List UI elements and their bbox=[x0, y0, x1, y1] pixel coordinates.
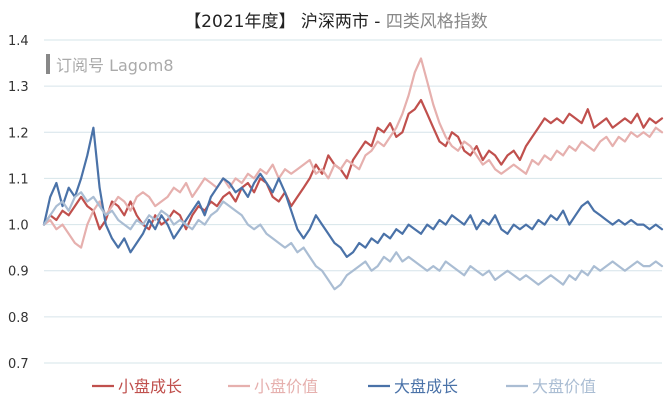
watermark-bar-icon bbox=[46, 54, 50, 74]
series-line-2 bbox=[42, 126, 664, 258]
series-lines bbox=[42, 57, 664, 291]
legend-label-0: 小盘成长 bbox=[118, 377, 182, 396]
legend-label-1: 小盘价值 bbox=[254, 377, 318, 396]
y-tick-label: 1.4 bbox=[8, 34, 29, 49]
y-tick-label: 1.1 bbox=[8, 172, 29, 187]
watermark-text: 订阅号 Lagom8 bbox=[56, 56, 174, 75]
legend-label-3: 大盘价值 bbox=[532, 377, 596, 396]
legend-label-2: 大盘成长 bbox=[394, 377, 458, 396]
y-gridlines bbox=[44, 39, 662, 364]
chart-legend: 小盘成长 小盘价值 大盘成长 大盘价值 bbox=[92, 377, 596, 396]
y-tick-label: 0.9 bbox=[8, 265, 29, 280]
chart-title-main: 【2021年度】 沪深两市 bbox=[184, 12, 369, 32]
chart-title: 【2021年度】 沪深两市 - 四类风格指数 bbox=[184, 12, 488, 32]
y-tick-label: 1.0 bbox=[8, 219, 29, 234]
y-tick-label: 0.7 bbox=[8, 357, 29, 372]
y-tick-label: 0.8 bbox=[8, 311, 29, 326]
series-line-0 bbox=[42, 98, 664, 231]
series-line-3 bbox=[42, 191, 664, 291]
y-tick-label: 1.3 bbox=[8, 80, 29, 95]
series-line-1 bbox=[42, 57, 664, 249]
watermark: 订阅号 Lagom8 bbox=[46, 54, 174, 75]
chart-title-subtitle: 四类风格指数 bbox=[386, 12, 488, 32]
chart-title-separator: - bbox=[369, 12, 386, 32]
y-tick-label: 1.2 bbox=[8, 126, 29, 141]
y-axis-tick-labels: 0.7 0.8 0.9 1.0 1.1 1.2 1.3 1.4 bbox=[8, 34, 29, 372]
